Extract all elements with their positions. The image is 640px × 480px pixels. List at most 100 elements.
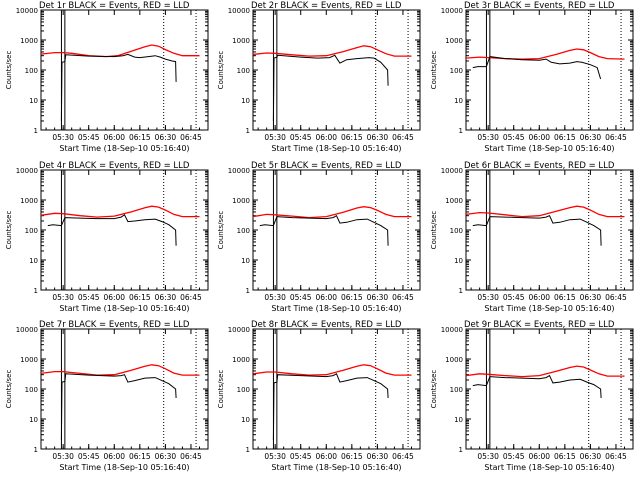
y-axis-label: Counts/sec — [430, 211, 438, 250]
y-axis-label: Counts/sec — [217, 51, 225, 90]
events-series-line — [472, 374, 602, 399]
x-tick-label: 06:45 — [605, 133, 627, 142]
x-tick-label: 06:00 — [315, 293, 337, 302]
x-tick-label: 06:30 — [580, 452, 602, 461]
plot-frame — [252, 328, 421, 450]
events-series-line — [472, 215, 602, 246]
y-axis-label: Counts/sec — [217, 370, 225, 409]
x-tick-label: 06:00 — [315, 452, 337, 461]
x-tick-label: 05:45 — [290, 293, 312, 302]
plot-frame — [40, 328, 209, 450]
panel-6: Det 6r BLACK = Events, RED = LLD 1 10 100 10… — [430, 161, 634, 313]
panel-7: Det 7r BLACK = Events, RED = LLD 1 10 100 10… — [5, 320, 209, 472]
lld-series-line — [40, 205, 200, 218]
y-tick-label: 100 — [450, 67, 463, 75]
panel-title: Det 2r BLACK = Events, RED = LLD — [251, 1, 402, 11]
x-tick-label: 06:30 — [367, 452, 389, 461]
x-tick-label: 05:30 — [477, 293, 499, 302]
x-tick-label: 06:30 — [580, 133, 602, 142]
x-tick-label: 05:30 — [477, 133, 499, 142]
x-tick-label: 05:30 — [52, 293, 74, 302]
x-axis-label: Start Time (18-Sep-10 05:16:40) — [484, 304, 614, 313]
y-tick-label: 1000 — [445, 37, 463, 45]
panel-title: Det 7r BLACK = Events, RED = LLD — [39, 320, 190, 330]
y-tick-label: 10000 — [441, 167, 463, 175]
events-series-line — [272, 54, 389, 122]
y-tick-label: 1000 — [20, 356, 38, 364]
panel-title: Det 3r BLACK = Events, RED = LLD — [464, 1, 615, 11]
x-tick-label: 06:45 — [180, 293, 202, 302]
plot-frame — [465, 9, 634, 131]
x-tick-label: 06:00 — [528, 133, 550, 142]
x-tick-label: 05:45 — [78, 293, 100, 302]
x-tick-label: 06:00 — [103, 293, 125, 302]
y-tick-label: 10 — [241, 257, 250, 265]
x-axis-label: Start Time (18-Sep-10 05:16:40) — [271, 304, 401, 313]
y-axis-label: Counts/sec — [5, 51, 13, 90]
panel-8: Det 8r BLACK = Events, RED = LLD 1 10 100 10… — [217, 320, 421, 472]
y-tick-label: 100 — [25, 386, 38, 394]
events-series-line — [272, 373, 389, 441]
x-tick-label: 05:45 — [290, 133, 312, 142]
y-tick-label: 1 — [246, 127, 250, 135]
events-series-line — [47, 214, 177, 246]
x-tick-label: 06:15 — [554, 293, 576, 302]
x-tick-label: 05:45 — [503, 452, 525, 461]
x-tick-label: 06:00 — [528, 452, 550, 461]
lld-series-line — [252, 206, 412, 219]
lld-series-line — [465, 365, 625, 378]
y-tick-label: 10000 — [441, 326, 463, 334]
x-tick-label: 06:15 — [341, 133, 363, 142]
x-tick-label: 05:45 — [503, 293, 525, 302]
plot-frame — [40, 9, 209, 131]
x-tick-label: 06:45 — [180, 133, 202, 142]
x-tick-label: 06:30 — [155, 133, 177, 142]
y-axis-label: Counts/sec — [5, 370, 13, 409]
y-axis-label: Counts/sec — [217, 211, 225, 250]
x-tick-label: 06:45 — [180, 452, 202, 461]
events-series-line — [259, 214, 389, 246]
x-tick-label: 06:15 — [341, 293, 363, 302]
y-tick-label: 10000 — [16, 7, 38, 15]
x-tick-label: 05:30 — [477, 452, 499, 461]
x-tick-label: 06:30 — [367, 133, 389, 142]
lld-series-line — [40, 44, 200, 58]
events-series-line — [472, 56, 602, 80]
panel-title: Det 5r BLACK = Events, RED = LLD — [251, 161, 402, 171]
x-tick-label: 06:45 — [605, 293, 627, 302]
y-tick-label: 1 — [34, 446, 38, 454]
y-tick-label: 10000 — [16, 167, 38, 175]
y-tick-label: 1 — [34, 287, 38, 295]
x-tick-label: 05:45 — [290, 452, 312, 461]
y-tick-label: 1 — [246, 446, 250, 454]
y-tick-label: 1 — [459, 127, 463, 135]
panel-title: Det 4r BLACK = Events, RED = LLD — [39, 161, 190, 171]
x-axis-label: Start Time (18-Sep-10 05:16:40) — [484, 144, 614, 153]
x-axis-label: Start Time (18-Sep-10 05:16:40) — [484, 463, 614, 472]
x-axis-label: Start Time (18-Sep-10 05:16:40) — [59, 304, 189, 313]
x-tick-label: 06:00 — [103, 133, 125, 142]
x-tick-label: 06:00 — [103, 452, 125, 461]
y-tick-label: 10 — [454, 257, 463, 265]
panel-9: Det 9r BLACK = Events, RED = LLD 1 10 100 10… — [430, 320, 634, 472]
x-tick-label: 06:30 — [580, 293, 602, 302]
panel-title: Det 6r BLACK = Events, RED = LLD — [464, 161, 615, 171]
x-tick-label: 06:30 — [155, 293, 177, 302]
x-tick-label: 06:45 — [605, 452, 627, 461]
x-tick-label: 06:45 — [392, 293, 414, 302]
panel-4: Det 4r BLACK = Events, RED = LLD 1 10 100 10… — [5, 161, 209, 313]
plot-frame — [252, 9, 421, 131]
y-tick-label: 1000 — [20, 37, 38, 45]
y-axis-label: Counts/sec — [430, 370, 438, 409]
events-series-line — [60, 373, 177, 441]
y-tick-label: 10000 — [16, 326, 38, 334]
y-tick-label: 100 — [237, 386, 250, 394]
y-tick-label: 1 — [246, 287, 250, 295]
x-tick-label: 06:15 — [554, 452, 576, 461]
panel-title: Det 9r BLACK = Events, RED = LLD — [464, 320, 615, 330]
y-tick-label: 10 — [241, 97, 250, 105]
y-tick-label: 1000 — [445, 356, 463, 364]
panel-3: Det 3r BLACK = Events, RED = LLD 1 10 100 10… — [430, 1, 634, 153]
panel-5: Det 5r BLACK = Events, RED = LLD 1 10 100 10… — [217, 161, 421, 313]
